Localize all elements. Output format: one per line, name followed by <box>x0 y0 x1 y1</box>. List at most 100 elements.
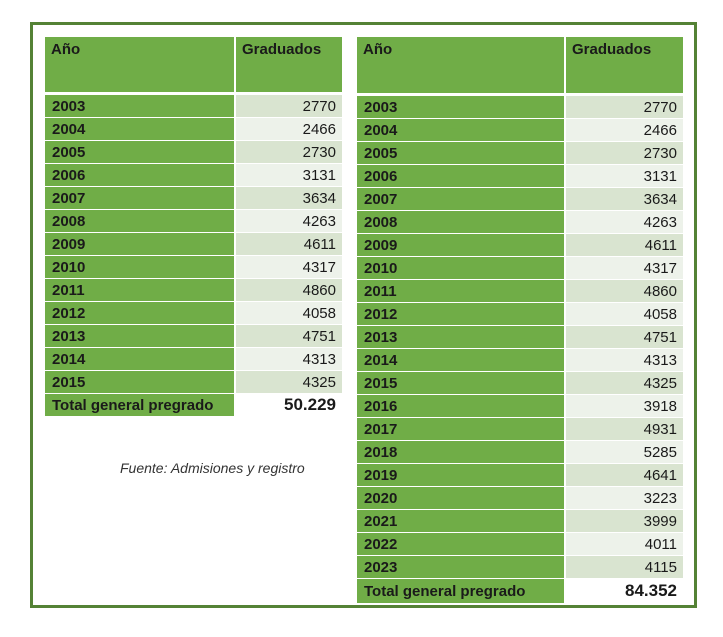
year-cell: 2006 <box>45 164 236 187</box>
year-cell: 2014 <box>357 349 566 372</box>
table-row: 2008 4263 <box>357 211 683 234</box>
source-note: Fuente: Admisiones y registro <box>120 460 305 476</box>
table-row: 2008 4263 <box>45 210 342 233</box>
table-row: 2018 5285 <box>357 441 683 464</box>
year-cell: 2018 <box>357 441 566 464</box>
table-row: 2013 4751 <box>357 326 683 349</box>
total-value: 84.352 <box>566 579 683 604</box>
total-row: Total general pregrado 50.229 <box>45 394 342 417</box>
year-cell: 2010 <box>45 256 236 279</box>
column-header-graduates: Graduados <box>566 37 683 96</box>
graduates-cell: 4011 <box>566 533 683 556</box>
table-row: 2009 4611 <box>45 233 342 256</box>
graduates-cell: 4115 <box>566 556 683 579</box>
graduates-cell: 4317 <box>236 256 342 279</box>
graduates-cell: 3131 <box>566 165 683 188</box>
year-cell: 2014 <box>45 348 236 371</box>
year-cell: 2009 <box>357 234 566 257</box>
graduates-cell: 4263 <box>236 210 342 233</box>
graduates-table-2003-2023: Año Graduados 2003 2770 2004 2466 2005 2730 20… <box>357 37 683 604</box>
year-cell: 2023 <box>357 556 566 579</box>
graduates-cell: 4860 <box>566 280 683 303</box>
year-cell: 2004 <box>357 119 566 142</box>
column-header-graduates: Graduados <box>236 37 342 95</box>
table-row: 2015 4325 <box>357 372 683 395</box>
graduates-cell: 4611 <box>566 234 683 257</box>
table-row: 2020 3223 <box>357 487 683 510</box>
table-row: 2012 4058 <box>357 303 683 326</box>
graduates-cell: 3918 <box>566 395 683 418</box>
year-cell: 2005 <box>45 141 236 164</box>
table-row: 2021 3999 <box>357 510 683 533</box>
graduates-cell: 2770 <box>566 96 683 119</box>
table-row: 2007 3634 <box>45 187 342 210</box>
graduates-cell: 2730 <box>236 141 342 164</box>
table-row: 2022 4011 <box>357 533 683 556</box>
total-label: Total general pregrado <box>45 394 236 417</box>
year-cell: 2012 <box>357 303 566 326</box>
graduates-cell: 4751 <box>566 326 683 349</box>
graduates-cell: 4325 <box>236 371 342 394</box>
year-cell: 2016 <box>357 395 566 418</box>
table-row: 2019 4641 <box>357 464 683 487</box>
table-row: 2005 2730 <box>45 141 342 164</box>
graduates-cell: 4058 <box>236 302 342 325</box>
graduates-cell: 4860 <box>236 279 342 302</box>
year-cell: 2015 <box>45 371 236 394</box>
table-header-row: Año Graduados <box>357 37 683 96</box>
graduates-cell: 5285 <box>566 441 683 464</box>
year-cell: 2011 <box>357 280 566 303</box>
table-row: 2003 2770 <box>45 95 342 118</box>
table-row: 2016 3918 <box>357 395 683 418</box>
table-row: 2023 4115 <box>357 556 683 579</box>
graduates-cell: 2770 <box>236 95 342 118</box>
year-cell: 2009 <box>45 233 236 256</box>
table-row: 2014 4313 <box>357 349 683 372</box>
table-row: 2017 4931 <box>357 418 683 441</box>
total-row: Total general pregrado 84.352 <box>357 579 683 604</box>
graduates-cell: 4317 <box>566 257 683 280</box>
year-cell: 2017 <box>357 418 566 441</box>
table-row: 2010 4317 <box>45 256 342 279</box>
table-row: 2011 4860 <box>357 280 683 303</box>
year-cell: 2021 <box>357 510 566 533</box>
graduates-cell: 4325 <box>566 372 683 395</box>
table-row: 2014 4313 <box>45 348 342 371</box>
graduates-cell: 4751 <box>236 325 342 348</box>
graduates-cell: 3131 <box>236 164 342 187</box>
year-cell: 2022 <box>357 533 566 556</box>
year-cell: 2005 <box>357 142 566 165</box>
graduates-cell: 3223 <box>566 487 683 510</box>
year-cell: 2008 <box>45 210 236 233</box>
graduates-cell: 2466 <box>236 118 342 141</box>
year-cell: 2011 <box>45 279 236 302</box>
year-cell: 2010 <box>357 257 566 280</box>
year-cell: 2019 <box>357 464 566 487</box>
graduates-cell: 3999 <box>566 510 683 533</box>
year-cell: 2012 <box>45 302 236 325</box>
year-cell: 2013 <box>357 326 566 349</box>
table-row: 2004 2466 <box>357 119 683 142</box>
table-row: 2013 4751 <box>45 325 342 348</box>
table-row: 2015 4325 <box>45 371 342 394</box>
table-header-row: Año Graduados <box>45 37 342 95</box>
year-cell: 2003 <box>45 95 236 118</box>
graduates-cell: 2730 <box>566 142 683 165</box>
year-cell: 2008 <box>357 211 566 234</box>
year-cell: 2003 <box>357 96 566 119</box>
graduates-cell: 4641 <box>566 464 683 487</box>
table-row: 2005 2730 <box>357 142 683 165</box>
graduates-cell: 4611 <box>236 233 342 256</box>
total-label: Total general pregrado <box>357 579 566 604</box>
graduates-cell: 4058 <box>566 303 683 326</box>
table-row: 2006 3131 <box>45 164 342 187</box>
column-header-year: Año <box>357 37 566 96</box>
graduates-cell: 4313 <box>236 348 342 371</box>
table-row: 2004 2466 <box>45 118 342 141</box>
graduates-cell: 4313 <box>566 349 683 372</box>
graduates-table-2003-2015: Año Graduados 2003 2770 2004 2466 2005 2730 20… <box>45 37 342 417</box>
year-cell: 2013 <box>45 325 236 348</box>
year-cell: 2015 <box>357 372 566 395</box>
graduates-cell: 4263 <box>566 211 683 234</box>
table-row: 2006 3131 <box>357 165 683 188</box>
